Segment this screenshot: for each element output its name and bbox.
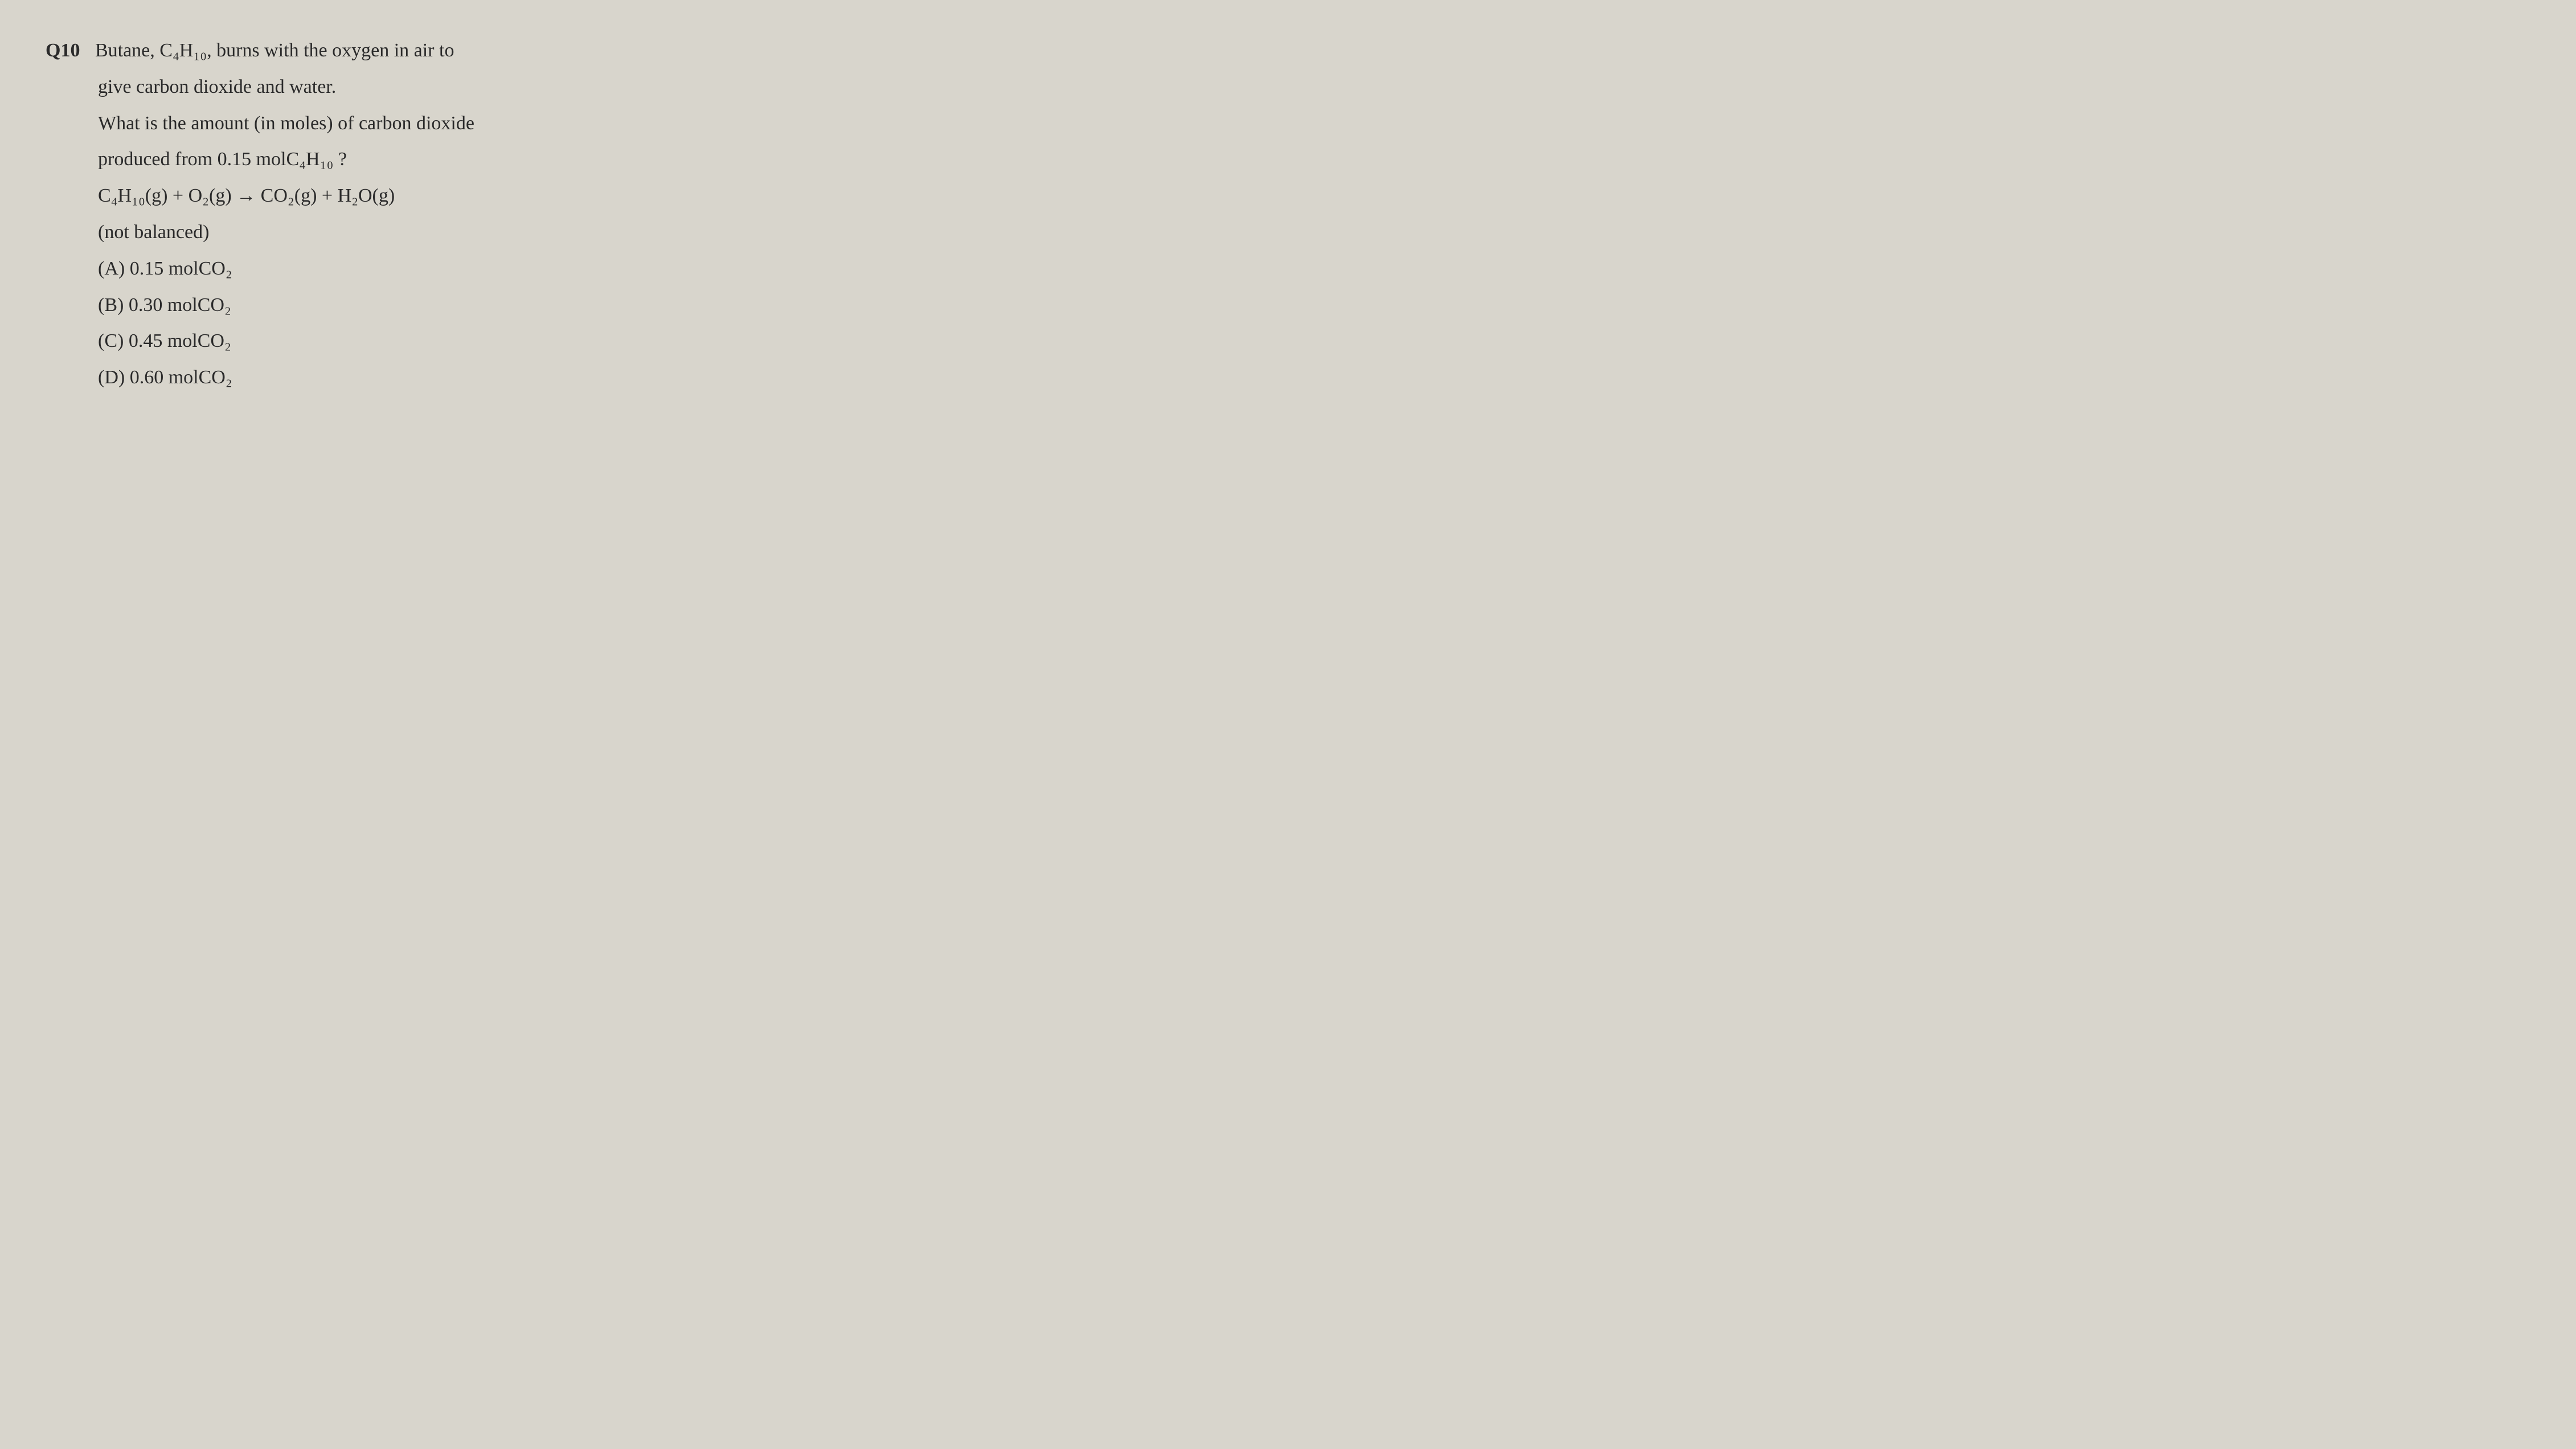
option-value: 0.15 molCO₂	[130, 258, 232, 279]
text-fragment: Butane,	[95, 40, 159, 61]
question-line-1: Q10 Butane, C₄H₁₀, burns with the oxygen…	[46, 34, 729, 67]
text-fragment: ?	[333, 149, 347, 170]
text-fragment: , burns with the oxygen in air to	[207, 40, 454, 61]
question-number: Q10	[46, 40, 80, 61]
answer-options: (A) 0.15 molCO₂ (B) 0.30 molCO₂ (C) 0.45…	[98, 252, 729, 394]
option-label: (C)	[98, 330, 129, 351]
option-label: (D)	[98, 367, 130, 388]
option-c: (C) 0.45 molCO₂	[98, 325, 729, 358]
option-d: (D) 0.60 molCO₂	[98, 361, 729, 394]
option-label: (A)	[98, 258, 130, 279]
question-block: Q10 Butane, C₄H₁₀, burns with the oxygen…	[46, 34, 729, 394]
text-fragment: produced from	[98, 149, 218, 170]
question-line-3: What is the amount (in moles) of carbon …	[98, 107, 729, 140]
chem-formula-butane: C₄H₁₀	[286, 149, 334, 170]
option-label: (B)	[98, 294, 129, 316]
question-line-2: give carbon dioxide and water.	[98, 71, 729, 104]
option-value: 0.45 molCO₂	[129, 330, 231, 351]
option-value: 0.60 molCO₂	[130, 367, 232, 388]
question-line-4: produced from 0.15 molC₄H₁₀ ?	[98, 143, 729, 176]
chemical-equation: C₄H₁₀(g) + O₂(g) → CO₂(g) + H₂O(g)	[98, 179, 729, 212]
mol-value: 0.15 mol	[218, 149, 286, 170]
option-a: (A) 0.15 molCO₂	[98, 252, 729, 285]
chem-formula-butane: C₄H₁₀	[159, 40, 207, 61]
equation-note: (not balanced)	[98, 216, 729, 249]
option-value: 0.30 molCO₂	[129, 294, 231, 316]
option-b: (B) 0.30 molCO₂	[98, 289, 729, 322]
